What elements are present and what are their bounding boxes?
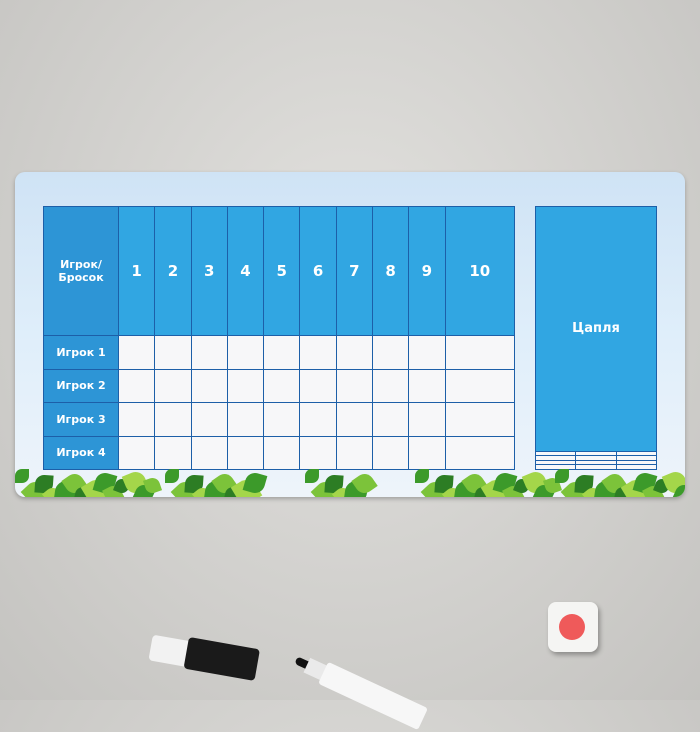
throws-table: Игрок/ Бросок 1 2 3 4 5 6 7 8 9 10 Игрок 1 Игрок 2… xyxy=(43,205,516,470)
score-cell[interactable] xyxy=(408,402,446,437)
score-cell[interactable] xyxy=(371,335,410,370)
score-cell[interactable] xyxy=(154,335,192,370)
score-cell[interactable] xyxy=(154,368,192,404)
score-board: Игрок/ Бросок 1 2 3 4 5 6 7 8 9 10 Игрок 1 Игрок 2… xyxy=(15,172,685,497)
marker-cap xyxy=(148,631,262,682)
score-cell[interactable] xyxy=(299,368,337,404)
player-row: Игрок 2 xyxy=(43,368,516,404)
player-row: Игрок 3 xyxy=(43,402,516,437)
score-cell[interactable] xyxy=(444,435,516,470)
score-cell[interactable] xyxy=(408,435,446,470)
score-cell[interactable] xyxy=(299,335,337,370)
corner-header: Игрок/ Бросок xyxy=(43,205,119,337)
throw-header-9: 9 xyxy=(408,205,446,337)
score-cell[interactable] xyxy=(263,368,301,404)
score-cell[interactable] xyxy=(335,335,373,370)
heron-cell[interactable] xyxy=(615,464,658,470)
leaf xyxy=(305,469,319,483)
score-cell[interactable] xyxy=(154,402,192,437)
throw-header-10: 10 xyxy=(444,205,516,337)
player-label: Игрок 1 xyxy=(43,335,119,370)
score-cell[interactable] xyxy=(226,435,265,470)
leaf xyxy=(15,469,29,483)
score-cell[interactable] xyxy=(190,368,228,404)
score-cell[interactable] xyxy=(371,402,410,437)
marker-pen xyxy=(290,647,429,732)
score-cell[interactable] xyxy=(263,335,301,370)
throw-header-6: 6 xyxy=(299,205,337,337)
score-cell[interactable] xyxy=(226,402,265,437)
score-cell[interactable] xyxy=(263,435,301,470)
score-cell[interactable] xyxy=(263,402,301,437)
heron-row xyxy=(534,464,658,470)
score-cell[interactable] xyxy=(335,435,373,470)
die xyxy=(548,602,598,652)
throw-header-3: 3 xyxy=(190,205,228,337)
leaf xyxy=(555,469,569,483)
score-cell[interactable] xyxy=(117,402,156,437)
player-label: Игрок 4 xyxy=(43,435,119,470)
throw-header-1: 1 xyxy=(117,205,156,337)
throw-header-7: 7 xyxy=(335,205,373,337)
die-pip xyxy=(559,614,585,640)
heron-header: Цапля xyxy=(535,206,657,452)
player-row: Игрок 4 xyxy=(43,435,516,470)
throw-header-8: 8 xyxy=(371,205,410,337)
score-cell[interactable] xyxy=(190,335,228,370)
score-cell[interactable] xyxy=(444,368,516,404)
score-cell[interactable] xyxy=(371,435,410,470)
score-cell[interactable] xyxy=(444,402,516,437)
throw-header-4: 4 xyxy=(226,205,265,337)
score-cell[interactable] xyxy=(335,368,373,404)
player-row: Игрок 1 xyxy=(43,335,516,370)
score-cell[interactable] xyxy=(117,435,156,470)
score-cell[interactable] xyxy=(226,335,265,370)
player-label: Игрок 3 xyxy=(43,402,119,437)
leaves-decoration xyxy=(15,457,685,497)
corner-label-line1: Игрок/ xyxy=(60,258,102,272)
heron-table: Цапля xyxy=(534,206,658,470)
score-cell[interactable] xyxy=(190,402,228,437)
player-label: Игрок 2 xyxy=(43,368,119,404)
throw-header-5: 5 xyxy=(263,205,301,337)
throw-header-2: 2 xyxy=(154,205,192,337)
score-cell[interactable] xyxy=(226,368,265,404)
score-cell[interactable] xyxy=(444,335,516,370)
score-cell[interactable] xyxy=(408,335,446,370)
score-cell[interactable] xyxy=(299,402,337,437)
score-cell[interactable] xyxy=(408,368,446,404)
corner-label-line2: Бросок xyxy=(58,271,104,285)
score-cell[interactable] xyxy=(117,368,156,404)
leaf xyxy=(415,469,429,483)
score-cell[interactable] xyxy=(335,402,373,437)
score-cell[interactable] xyxy=(117,335,156,370)
score-cell[interactable] xyxy=(371,368,410,404)
leaf xyxy=(165,469,179,483)
score-cell[interactable] xyxy=(299,435,337,470)
